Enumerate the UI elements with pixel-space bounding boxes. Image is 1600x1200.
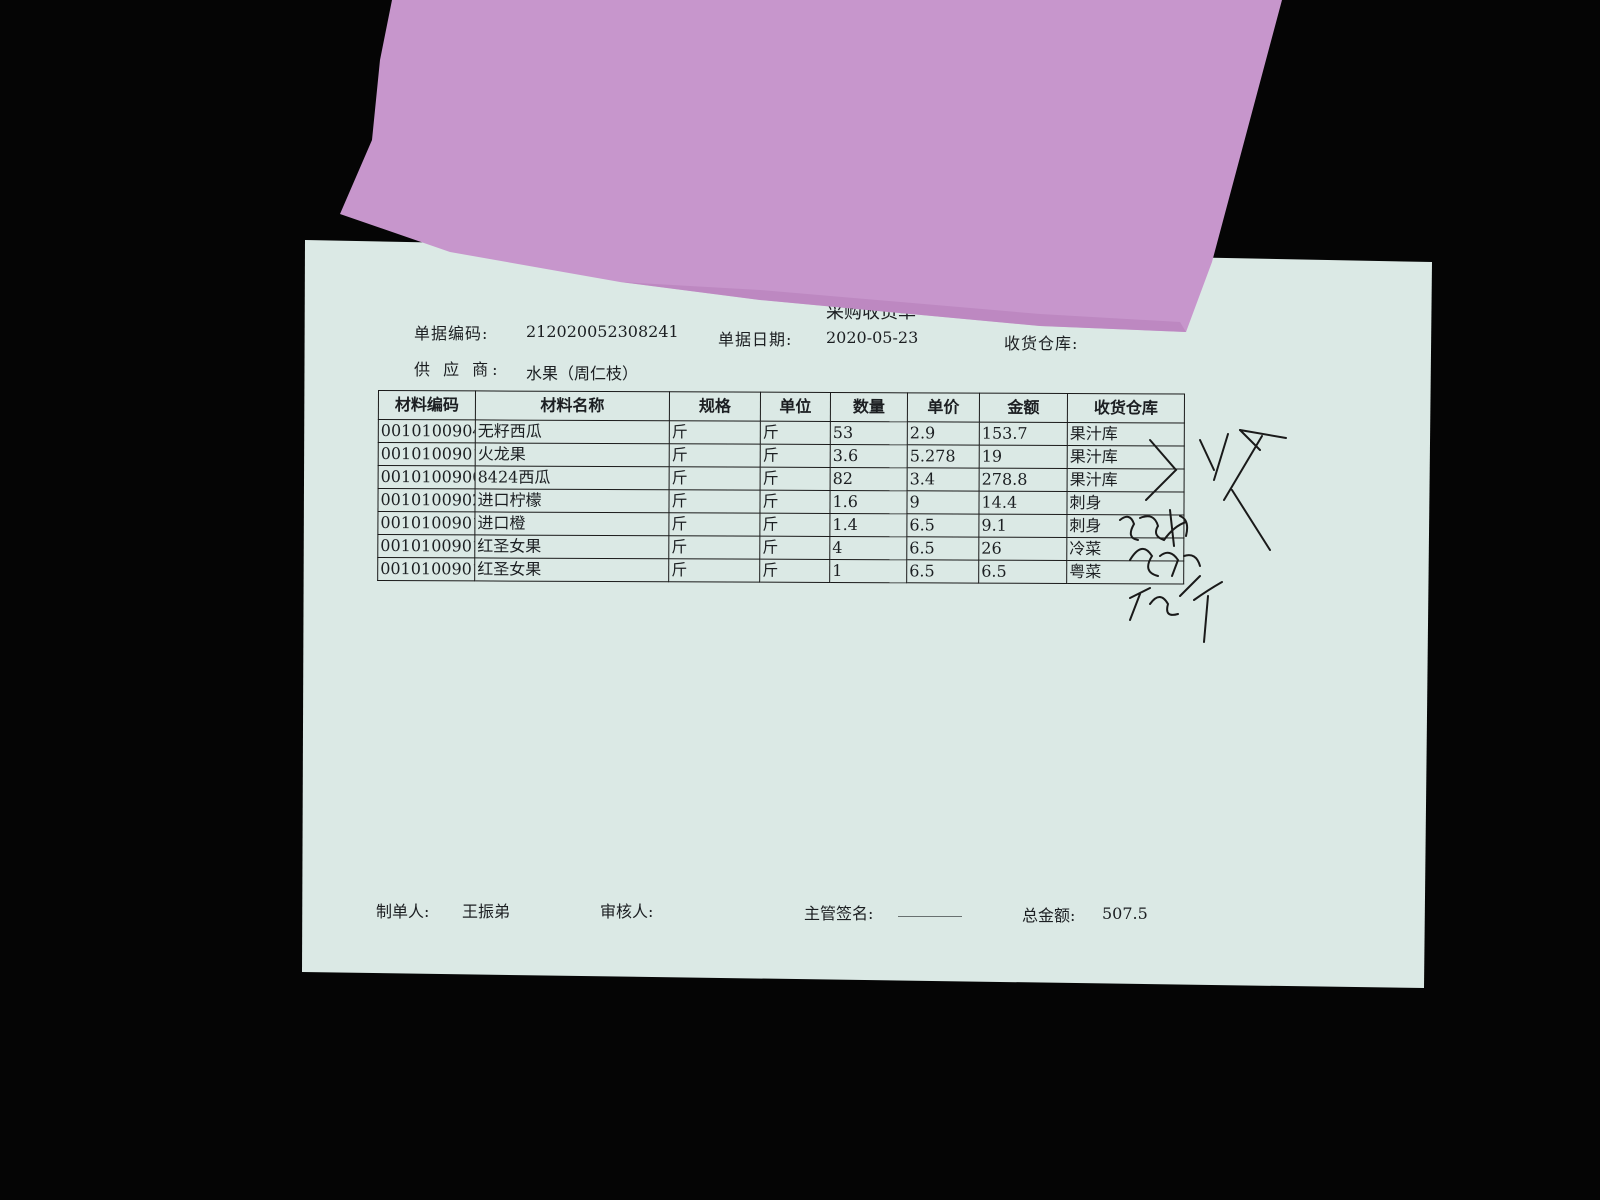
table-cell: 斤 xyxy=(668,558,760,583)
table-cell: 斤 xyxy=(668,535,760,560)
table-cell: 26 xyxy=(978,537,1067,561)
maker-label: 制单人: xyxy=(376,902,430,921)
table-cell: 0010100902 xyxy=(377,488,476,512)
table-cell: 0010100900 xyxy=(378,465,476,489)
table-cell: 果汁库 xyxy=(1067,422,1185,447)
warehouse-label: 收货仓库: xyxy=(1004,334,1079,353)
table-row: 0010100901 火龙果斤斤 3.6 5.278 19 果汁库 xyxy=(378,442,1185,470)
table-row: 0010100901 进口橙斤斤 1.4 6.5 9.1 刺身 xyxy=(377,511,1184,539)
table-cell: 82 xyxy=(830,467,908,491)
table-cell: 8424西瓜 xyxy=(475,465,670,490)
table-row: 0010100901 红圣女果斤斤 1 6.5 6.5 粤菜 xyxy=(377,557,1184,585)
table-cell: 5.278 xyxy=(907,444,980,469)
table-cell: 14.4 xyxy=(978,491,1068,515)
col-header: 材料编码 xyxy=(378,390,476,420)
table-cell: 6.5 xyxy=(978,560,1067,584)
doc-date-label: 单据日期: xyxy=(718,330,793,349)
col-header: 数量 xyxy=(830,392,908,422)
table-cell: 9.1 xyxy=(978,514,1067,538)
table-cell: 斤 xyxy=(760,467,831,491)
table-cell: 4 xyxy=(829,536,907,560)
table-row: 0010100902 进口柠檬斤斤 1.6 9 14.4 刺身 xyxy=(377,488,1185,516)
table-cell: 0010100904 xyxy=(378,419,476,443)
col-header: 金额 xyxy=(979,393,1068,423)
table-cell: 刺身 xyxy=(1066,491,1185,516)
table-cell: 1.6 xyxy=(829,490,908,514)
table-cell: 斤 xyxy=(759,513,830,537)
doc-no-label: 单据编码: xyxy=(414,324,489,343)
table-cell: 斤 xyxy=(669,420,761,445)
col-header: 规格 xyxy=(669,391,761,422)
items-table: 材料编码 材料名称 规格 单位 数量 单价 金额 收货仓库 0010100904… xyxy=(377,390,1185,585)
document-title: 采购收货单 xyxy=(826,302,916,323)
col-header: 单位 xyxy=(760,392,831,422)
table-cell: 斤 xyxy=(760,444,831,468)
table-cell: 斤 xyxy=(759,490,831,514)
table-cell: 斤 xyxy=(759,559,830,583)
table-cell: 果汁库 xyxy=(1067,468,1185,493)
total-label: 总金额: xyxy=(1022,906,1076,925)
table-cell: 斤 xyxy=(668,512,760,537)
supervisor-blank: ________ xyxy=(898,898,962,917)
table-cell: 0010100901 xyxy=(377,511,475,535)
table-cell: 1.4 xyxy=(829,513,907,537)
table-cell: 3.6 xyxy=(830,444,908,468)
col-header: 材料名称 xyxy=(475,390,670,421)
table-cell: 斤 xyxy=(669,466,761,491)
maker: 王振弟 xyxy=(462,902,511,921)
table-cell: 斤 xyxy=(759,536,830,560)
table-cell: 6.5 xyxy=(906,536,979,561)
table-cell: 红圣女果 xyxy=(474,534,669,559)
doc-date: 2020-05-23 xyxy=(826,328,919,347)
supplier: 水果（周仁枝） xyxy=(526,364,639,383)
table-cell: 无籽西瓜 xyxy=(475,419,670,444)
table-cell: 53 xyxy=(830,421,908,445)
receipt-paper xyxy=(302,240,1432,988)
col-header: 收货仓库 xyxy=(1067,393,1185,424)
table-row: 0010100901 红圣女果斤斤 4 6.5 26 冷菜 xyxy=(377,534,1184,562)
table-cell: 0010100901 xyxy=(378,442,476,466)
table-cell: 6.5 xyxy=(906,559,979,584)
table-cell: 3.4 xyxy=(907,467,980,492)
table-cell: 153.7 xyxy=(979,422,1068,446)
table-cell: 果汁库 xyxy=(1067,445,1185,470)
table-cell: 2.9 xyxy=(907,421,980,446)
table-cell: 9 xyxy=(906,490,980,515)
table-cell: 斤 xyxy=(668,489,761,514)
table-cell: 冷菜 xyxy=(1066,537,1184,562)
supplier-label: 供 应 商: xyxy=(414,360,502,379)
table-cell: 0010100901 xyxy=(377,557,475,581)
total-amount: 507.5 xyxy=(1102,904,1148,923)
table-cell: 6.5 xyxy=(906,513,979,538)
table-row: 0010100904 无籽西瓜斤斤 53 2.9 153.7 果汁库 xyxy=(378,419,1185,447)
table-header-row: 材料编码 材料名称 规格 单位 数量 单价 金额 收货仓库 xyxy=(378,390,1185,424)
table-cell: 278.8 xyxy=(979,468,1068,492)
table-cell: 19 xyxy=(979,445,1068,469)
table-cell: 粤菜 xyxy=(1066,560,1184,585)
reviewer-label: 审核人: xyxy=(600,902,654,921)
table-cell: 1 xyxy=(829,559,907,583)
supervisor-label: 主管签名: xyxy=(804,904,874,923)
table-cell: 进口橙 xyxy=(474,511,669,536)
table-cell: 0010100901 xyxy=(377,534,475,558)
table-cell: 刺身 xyxy=(1066,514,1184,539)
table-cell: 斤 xyxy=(760,421,831,445)
table-cell: 斤 xyxy=(669,443,761,468)
col-header: 单价 xyxy=(907,392,980,423)
table-cell: 火龙果 xyxy=(475,442,670,467)
doc-no: 212020052308241 xyxy=(526,322,679,341)
table-row: 0010100900 8424西瓜斤斤 82 3.4 278.8 果汁库 xyxy=(378,465,1185,493)
table-cell: 红圣女果 xyxy=(474,557,669,582)
table-cell: 进口柠檬 xyxy=(474,488,670,513)
